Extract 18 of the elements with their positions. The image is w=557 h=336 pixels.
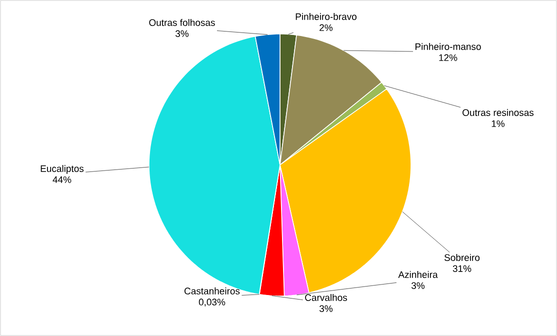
slice-label: Eucaliptos [40,165,84,174]
data-label: 2% [320,24,333,31]
slice-label: Pinheiro-bravo [296,13,356,20]
data-label: 3% [320,305,333,312]
slice-label: Castanheiros [184,287,240,294]
data-label: 3% [176,30,189,37]
slice-label: Carvalhos [305,294,348,301]
data-label: 0,03% [198,298,226,307]
slice-label: Outras resinosas [462,109,534,116]
data-label: 44% [52,176,72,183]
data-label: 31% [452,265,472,272]
slice-label: Sobreiro [444,254,480,261]
data-label: 1% [492,120,505,127]
slice-label: Azinheira [398,270,438,278]
data-label: 3% [411,282,425,289]
data-label: 12% [439,54,458,61]
slice-label: Outras folhosas [149,19,215,26]
slice-label: Pinheiro-manso [416,43,481,50]
